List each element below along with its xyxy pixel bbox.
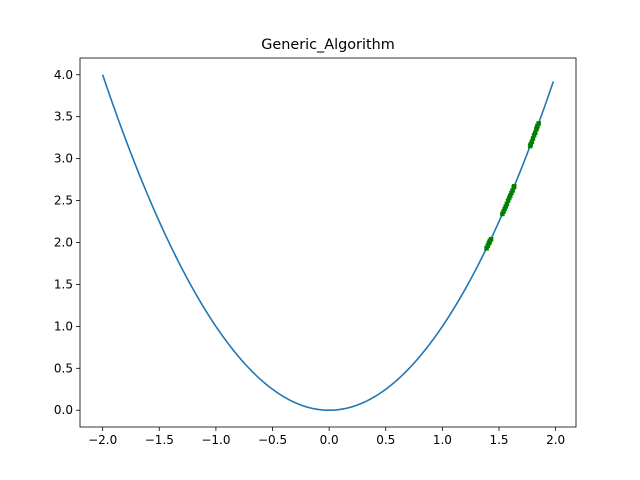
- series-layer: [101, 74, 555, 412]
- x-tick-label: 1.0: [433, 433, 452, 447]
- scatter-point: [512, 184, 517, 189]
- x-tick-label: −0.5: [258, 433, 287, 447]
- x-tick-label: 2.0: [546, 433, 565, 447]
- scatter-point: [487, 240, 492, 245]
- y-tick-label: 3.0: [54, 152, 73, 166]
- axes-frame: [79, 57, 577, 428]
- tick-layer: −2.0 −1.5 −1.0 −0.5 0.0 0.5 1.0 1.5 2.0 0.0 0.5 1.0…: [54, 68, 565, 447]
- scatter-point: [484, 246, 489, 251]
- plot-area: −2.0 −1.5 −1.0 −0.5 0.0 0.5 1.0 1.5 2.0 0.0 0.5 1.0…: [54, 57, 577, 447]
- y-tick-label: 0.5: [54, 361, 73, 375]
- x-tick-label: 0.0: [320, 433, 339, 447]
- y-tick-label: 3.5: [54, 110, 73, 124]
- curve-line: [101, 74, 555, 412]
- y-tick-label: 1.0: [54, 319, 73, 333]
- y-tick-label: 4.0: [54, 68, 73, 82]
- scatter-point: [536, 121, 541, 126]
- y-tick-label: 2.5: [54, 194, 73, 208]
- y-tick-label: 0.0: [54, 403, 73, 417]
- x-tick-label: −2.0: [88, 433, 117, 447]
- x-tick-label: −1.0: [201, 433, 230, 447]
- x-tick-label: 1.5: [489, 433, 508, 447]
- y-tick-label: 2.0: [54, 236, 73, 250]
- x-tick-label: −1.5: [145, 433, 174, 447]
- x-tick-label: 0.5: [376, 433, 395, 447]
- y-tick-label: 1.5: [54, 277, 73, 291]
- chart-title: Generic_Algorithm: [261, 37, 394, 53]
